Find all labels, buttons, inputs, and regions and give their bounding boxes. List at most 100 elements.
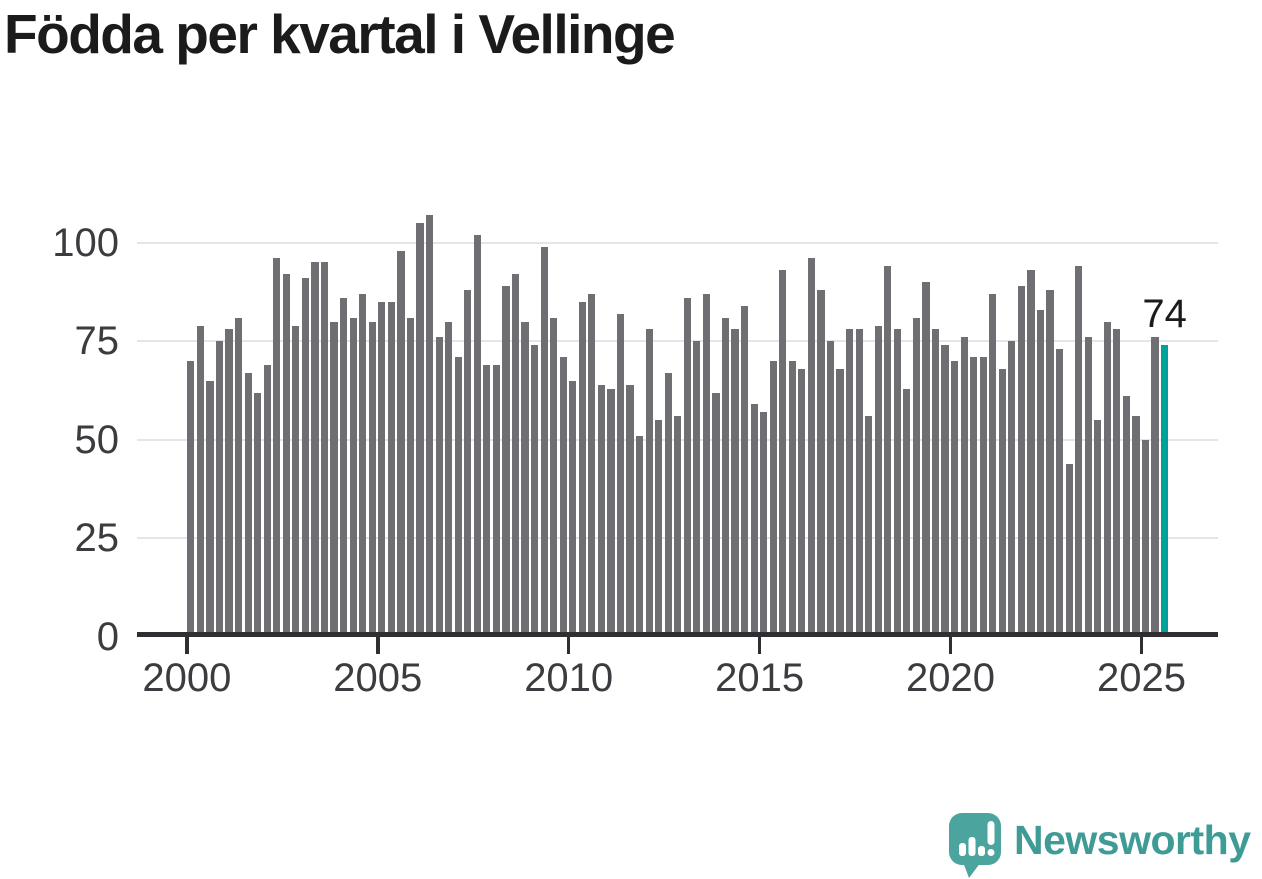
bar: [1027, 270, 1035, 637]
bar: [1008, 341, 1016, 637]
bar: [731, 329, 739, 637]
bar: [1141, 439, 1150, 637]
bar: [979, 357, 987, 637]
x-axis-tick-label: 2025: [1096, 656, 1186, 700]
bar: [1084, 337, 1092, 637]
bar: [788, 360, 796, 637]
bar: [931, 329, 940, 637]
bar: [1113, 329, 1121, 637]
bar: [588, 293, 596, 637]
bar: [273, 258, 281, 637]
y-axis-tick-label: 25: [74, 516, 120, 561]
bar: [378, 301, 386, 637]
bar: [340, 297, 348, 637]
bar: [511, 274, 520, 637]
x-axis-tick: [566, 637, 571, 654]
x-axis-tick-label: 2000: [142, 656, 232, 700]
bar: [798, 368, 806, 637]
bar: [483, 364, 491, 637]
bar: [359, 293, 367, 637]
bar: [1103, 321, 1111, 637]
bar: [626, 384, 634, 637]
bar: [235, 317, 243, 637]
newsworthy-logo-icon: [949, 813, 1001, 878]
bar: [1046, 290, 1054, 637]
bar: [550, 317, 558, 637]
bar: [655, 420, 663, 637]
bar: [282, 274, 290, 637]
value-label: 74: [1142, 292, 1187, 337]
bar: [330, 321, 338, 637]
x-axis-tick-label: 2005: [333, 656, 423, 700]
bar: [683, 297, 691, 637]
bar: [397, 250, 405, 637]
bar: [1056, 349, 1064, 637]
bar-chart: 0 25 50 75 100 2000 2005 2010 2015 2020 2025 74: [52, 215, 1218, 700]
bar: [989, 293, 997, 637]
bar: [1132, 416, 1140, 637]
bar: [559, 357, 567, 637]
bar: [464, 290, 472, 637]
bar: [1122, 396, 1131, 637]
bar: [740, 305, 749, 637]
bar: [349, 317, 357, 637]
bar: [998, 368, 1006, 637]
bar: [540, 246, 548, 637]
chart-title: Födda per kvartal i Vellinge: [4, 3, 676, 65]
x-axis-tick: [1139, 637, 1144, 654]
bar: [406, 317, 415, 637]
bar: [435, 337, 443, 637]
bar: [674, 416, 682, 637]
bar: [263, 364, 271, 637]
bar: [1065, 463, 1073, 637]
bar: [1075, 266, 1083, 637]
bar: [320, 262, 329, 637]
highlighted-bar: [1161, 345, 1169, 637]
bar: [244, 372, 252, 637]
bar: [960, 337, 968, 637]
bar: [874, 325, 882, 637]
bar: [578, 301, 586, 637]
bar: [311, 262, 319, 637]
bar: [1094, 420, 1102, 637]
bar: [416, 222, 424, 637]
bar: [1151, 337, 1159, 637]
x-axis-tick: [185, 637, 189, 654]
x-axis-line: [137, 632, 1218, 637]
bar: [884, 266, 892, 637]
bar: [1017, 286, 1026, 637]
bar: [616, 313, 625, 637]
y-axis-tick-label: 50: [74, 417, 120, 462]
bar: [206, 380, 214, 637]
bar: [865, 416, 873, 637]
bar: [836, 368, 844, 637]
bar: [454, 357, 462, 637]
bar: [769, 360, 777, 637]
x-axis-tick-label: 2015: [715, 656, 805, 700]
bar: [702, 293, 710, 637]
bar: [597, 384, 605, 637]
y-axis-tick-label: 75: [74, 319, 120, 364]
bar: [922, 282, 930, 637]
bar: [845, 329, 854, 637]
bar: [912, 317, 920, 637]
y-axis-tick-label: 100: [52, 220, 119, 265]
x-axis-tick: [376, 637, 380, 654]
gridline: [137, 241, 1218, 244]
bar: [445, 321, 453, 637]
bar: [196, 325, 205, 637]
bar: [721, 317, 730, 637]
y-axis-tick-label: 0: [96, 615, 119, 659]
x-axis-tick-label: 2020: [906, 656, 996, 700]
newsworthy-logo: Newsworthy: [948, 812, 1251, 879]
bar: [502, 286, 510, 637]
bar: [387, 301, 395, 637]
bar: [215, 341, 224, 637]
bar: [301, 278, 310, 637]
bar: [645, 329, 653, 637]
bar: [970, 357, 978, 637]
bar: [254, 392, 262, 637]
bar: [607, 388, 615, 637]
bar: [941, 345, 949, 637]
